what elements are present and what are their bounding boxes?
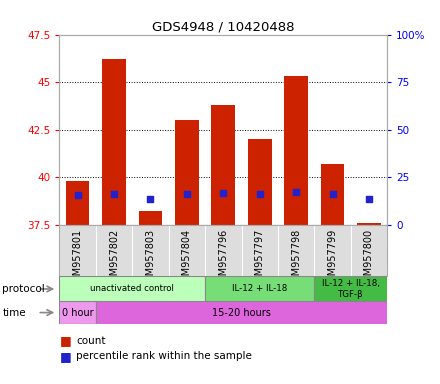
- Bar: [96, 301, 387, 324]
- Bar: [59, 301, 96, 324]
- Bar: [59, 276, 205, 301]
- Bar: [139, 211, 162, 225]
- Bar: [212, 105, 235, 225]
- Text: unactivated control: unactivated control: [90, 285, 174, 293]
- Point: [293, 189, 300, 195]
- Text: GSM957796: GSM957796: [218, 229, 228, 288]
- Title: GDS4948 / 10420488: GDS4948 / 10420488: [152, 20, 294, 33]
- Text: GSM957799: GSM957799: [327, 229, 337, 288]
- Text: GSM957802: GSM957802: [109, 229, 119, 288]
- Text: ■: ■: [59, 334, 71, 348]
- Text: time: time: [2, 308, 26, 318]
- Text: GSM957797: GSM957797: [255, 229, 265, 288]
- Text: 15-20 hours: 15-20 hours: [212, 308, 271, 318]
- Text: count: count: [76, 336, 106, 346]
- Point: [366, 196, 373, 202]
- Point: [256, 191, 263, 197]
- Point: [147, 196, 154, 202]
- Bar: [248, 139, 271, 225]
- Text: IL-12 + IL-18: IL-12 + IL-18: [232, 285, 287, 293]
- Text: protocol: protocol: [2, 284, 45, 294]
- Bar: [102, 59, 126, 225]
- Text: 0 hour: 0 hour: [62, 308, 93, 318]
- Point: [220, 190, 227, 196]
- Text: ■: ■: [59, 350, 71, 363]
- Text: GSM957804: GSM957804: [182, 229, 192, 288]
- Bar: [175, 120, 199, 225]
- Text: IL-12 + IL-18,
TGF-β: IL-12 + IL-18, TGF-β: [322, 279, 380, 299]
- Text: GSM957800: GSM957800: [364, 229, 374, 288]
- Bar: [284, 76, 308, 225]
- Point: [183, 191, 191, 197]
- Point: [74, 192, 81, 198]
- Bar: [321, 164, 345, 225]
- Point: [110, 191, 117, 197]
- Point: [329, 191, 336, 197]
- Bar: [357, 223, 381, 225]
- Bar: [66, 181, 89, 225]
- Bar: [205, 276, 314, 301]
- Text: percentile rank within the sample: percentile rank within the sample: [76, 351, 252, 361]
- Text: GSM957801: GSM957801: [73, 229, 83, 288]
- Text: GSM957803: GSM957803: [146, 229, 155, 288]
- Text: GSM957798: GSM957798: [291, 229, 301, 288]
- Bar: [314, 276, 387, 301]
